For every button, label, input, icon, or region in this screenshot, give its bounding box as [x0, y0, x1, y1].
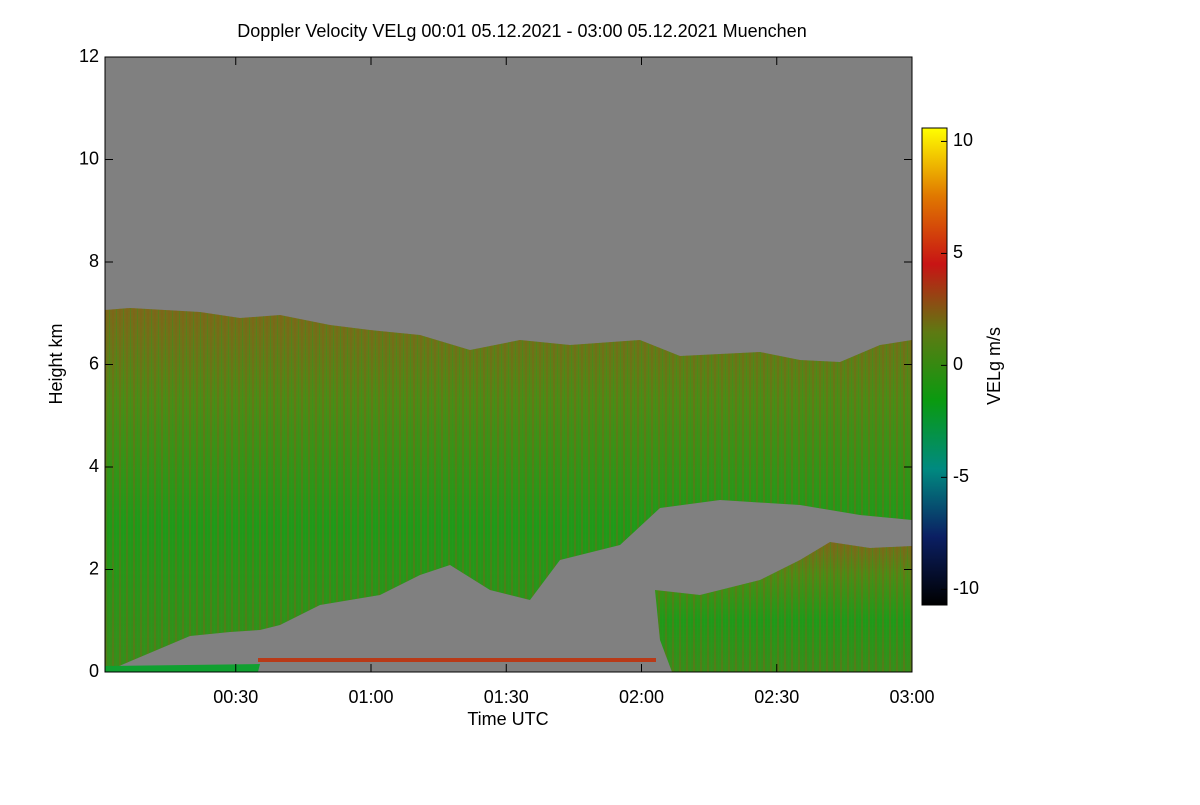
chart-title: Doppler Velocity VELg 00:01 05.12.2021 -…: [237, 21, 806, 41]
y-tick-label: 0: [89, 661, 99, 681]
y-tick-label: 10: [79, 148, 99, 168]
y-tick-label: 4: [89, 456, 99, 476]
colorbar-tick-label: -10: [953, 578, 979, 598]
colorbar-tick-label: -5: [953, 466, 969, 486]
x-tick-label: 01:30: [484, 687, 529, 707]
colorbar-tick-label: 5: [953, 242, 963, 262]
colorbar-tick-label: 10: [953, 130, 973, 150]
x-axis-label: Time UTC: [467, 709, 548, 729]
y-axis-label: Height km: [46, 323, 66, 404]
colorbar-label: VELg m/s: [984, 327, 1004, 405]
x-tick-label: 01:00: [348, 687, 393, 707]
colorbar: [921, 127, 948, 606]
colorbar-tick-label: 0: [953, 354, 963, 374]
x-tick-label: 03:00: [889, 687, 934, 707]
y-tick-label: 2: [89, 558, 99, 578]
y-tick-label: 8: [89, 251, 99, 271]
x-tick-label: 02:00: [619, 687, 664, 707]
echo-field: [105, 308, 912, 672]
x-tick-label: 00:30: [213, 687, 258, 707]
y-tick-label: 6: [89, 353, 99, 373]
x-tick-label: 02:30: [754, 687, 799, 707]
y-tick-label: 12: [79, 46, 99, 66]
